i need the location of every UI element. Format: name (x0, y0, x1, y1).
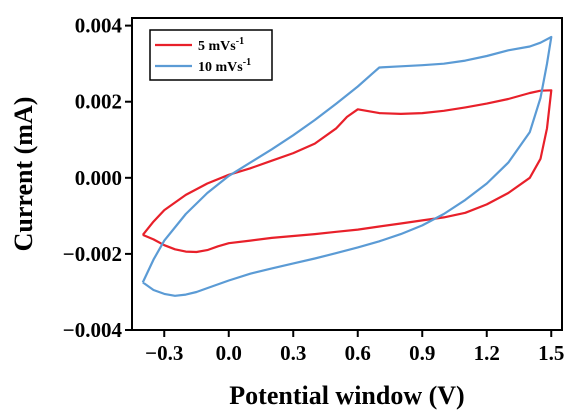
y-tick-label: 0.002 (75, 90, 122, 114)
series-line-1 (141, 89, 553, 254)
x-axis-title: Potential window (V) (229, 381, 464, 410)
y-tick-label: 0.004 (75, 14, 123, 38)
axis-ticks: −0.3 0.0 0.3 0.6 0.9 1.2 1.5 −0.004 −0.002 0.000 0… (63, 14, 565, 365)
series-line-2 (141, 35, 553, 297)
x-tick-label: 0.6 (345, 341, 371, 365)
legend-box (149, 29, 273, 81)
series-lines (141, 35, 553, 297)
y-tick-label: −0.004 (63, 318, 123, 342)
legend-label-2: 10 mVs-1 (198, 57, 251, 75)
y-tick-label: −0.002 (63, 242, 122, 266)
x-tick-label: −0.3 (145, 341, 183, 365)
x-tick-label: 0.0 (216, 341, 242, 365)
x-tick-label: 1.2 (474, 341, 500, 365)
legend: 5 mVs-1 10 mVs-1 (149, 29, 273, 81)
x-tick-label: 1.5 (538, 341, 564, 365)
y-tick-label: 0.000 (75, 166, 122, 190)
plot-frame (131, 17, 563, 331)
legend-label-1: 5 mVs-1 (198, 36, 244, 54)
x-tick-label: 0.3 (280, 341, 306, 365)
y-axis-title: Current (mA) (9, 97, 38, 252)
x-tick-label: 0.9 (409, 341, 435, 365)
plot-area (131, 17, 563, 331)
